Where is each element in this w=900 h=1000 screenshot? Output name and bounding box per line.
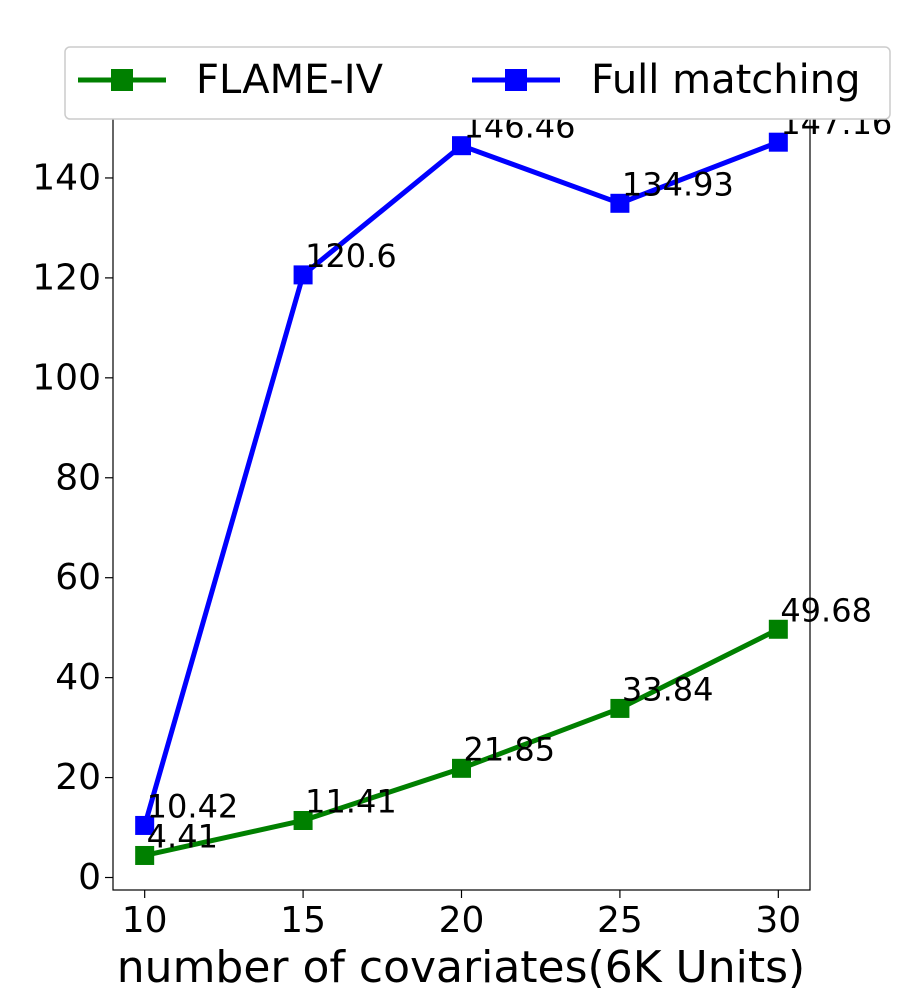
data-point-marker <box>610 193 630 213</box>
y-tick-label: 60 <box>55 557 101 598</box>
series-layer <box>135 132 788 865</box>
legend-item: FLAME-IV <box>78 57 384 103</box>
data-point-marker <box>293 265 313 285</box>
y-tick-label: 100 <box>32 357 101 398</box>
data-labels: 4.4111.4121.8533.8449.6810.42120.6146.46… <box>147 104 893 855</box>
legend-marker-swatch <box>505 69 527 91</box>
series-full-matching <box>135 132 788 835</box>
data-point-marker <box>452 136 471 156</box>
data-point-marker <box>768 132 788 152</box>
data-point-marker <box>135 815 155 835</box>
plot-area: 10 15 20 25 30 0 20 40 60 80 100 120 140 4.41 11.41 2… <box>32 104 892 941</box>
data-point-marker <box>610 698 630 718</box>
data-point-marker <box>293 810 313 830</box>
legend-frame <box>64 46 891 120</box>
legend-label: Full matching <box>591 57 860 103</box>
y-tick-label: 140 <box>32 157 101 198</box>
data-point-marker <box>135 845 155 865</box>
y-tick-label: 80 <box>55 457 101 498</box>
y-tick-label: 120 <box>32 257 101 298</box>
x-tick-label: 15 <box>280 900 326 941</box>
legend-label: FLAME-IV <box>196 57 384 103</box>
y-tick-label: 40 <box>55 657 101 698</box>
data-label: 120.6 <box>305 237 397 275</box>
data-label: 10.42 <box>147 787 239 825</box>
data-label: 4.41 <box>147 817 218 855</box>
y-tick-label: 0 <box>78 857 101 898</box>
y-tick-label: 20 <box>55 757 101 798</box>
legend: FLAME-IV Full matching <box>64 46 891 120</box>
data-label: 11.41 <box>305 782 397 820</box>
x-tick-label: 10 <box>122 900 168 941</box>
series-flame-iv <box>135 619 788 865</box>
data-label: 134.93 <box>622 165 734 203</box>
data-point-marker <box>452 758 471 778</box>
legend-marker-swatch <box>111 69 133 91</box>
data-label: 49.68 <box>780 591 872 629</box>
data-point-marker <box>768 619 788 639</box>
legend-item: Full matching <box>472 57 860 103</box>
data-label: 33.84 <box>622 670 714 708</box>
x-tick-label: 30 <box>755 900 801 941</box>
y-axis: 0 20 40 60 80 100 120 140 <box>32 157 113 898</box>
x-axis: 10 15 20 25 30 <box>122 890 801 941</box>
x-tick-label: 20 <box>439 900 485 941</box>
x-axis-title: number of covariates(6K Units) <box>117 942 805 993</box>
legend-items: FLAME-IV Full matching <box>78 57 860 103</box>
data-label: 21.85 <box>464 730 556 768</box>
x-tick-label: 25 <box>597 900 643 941</box>
